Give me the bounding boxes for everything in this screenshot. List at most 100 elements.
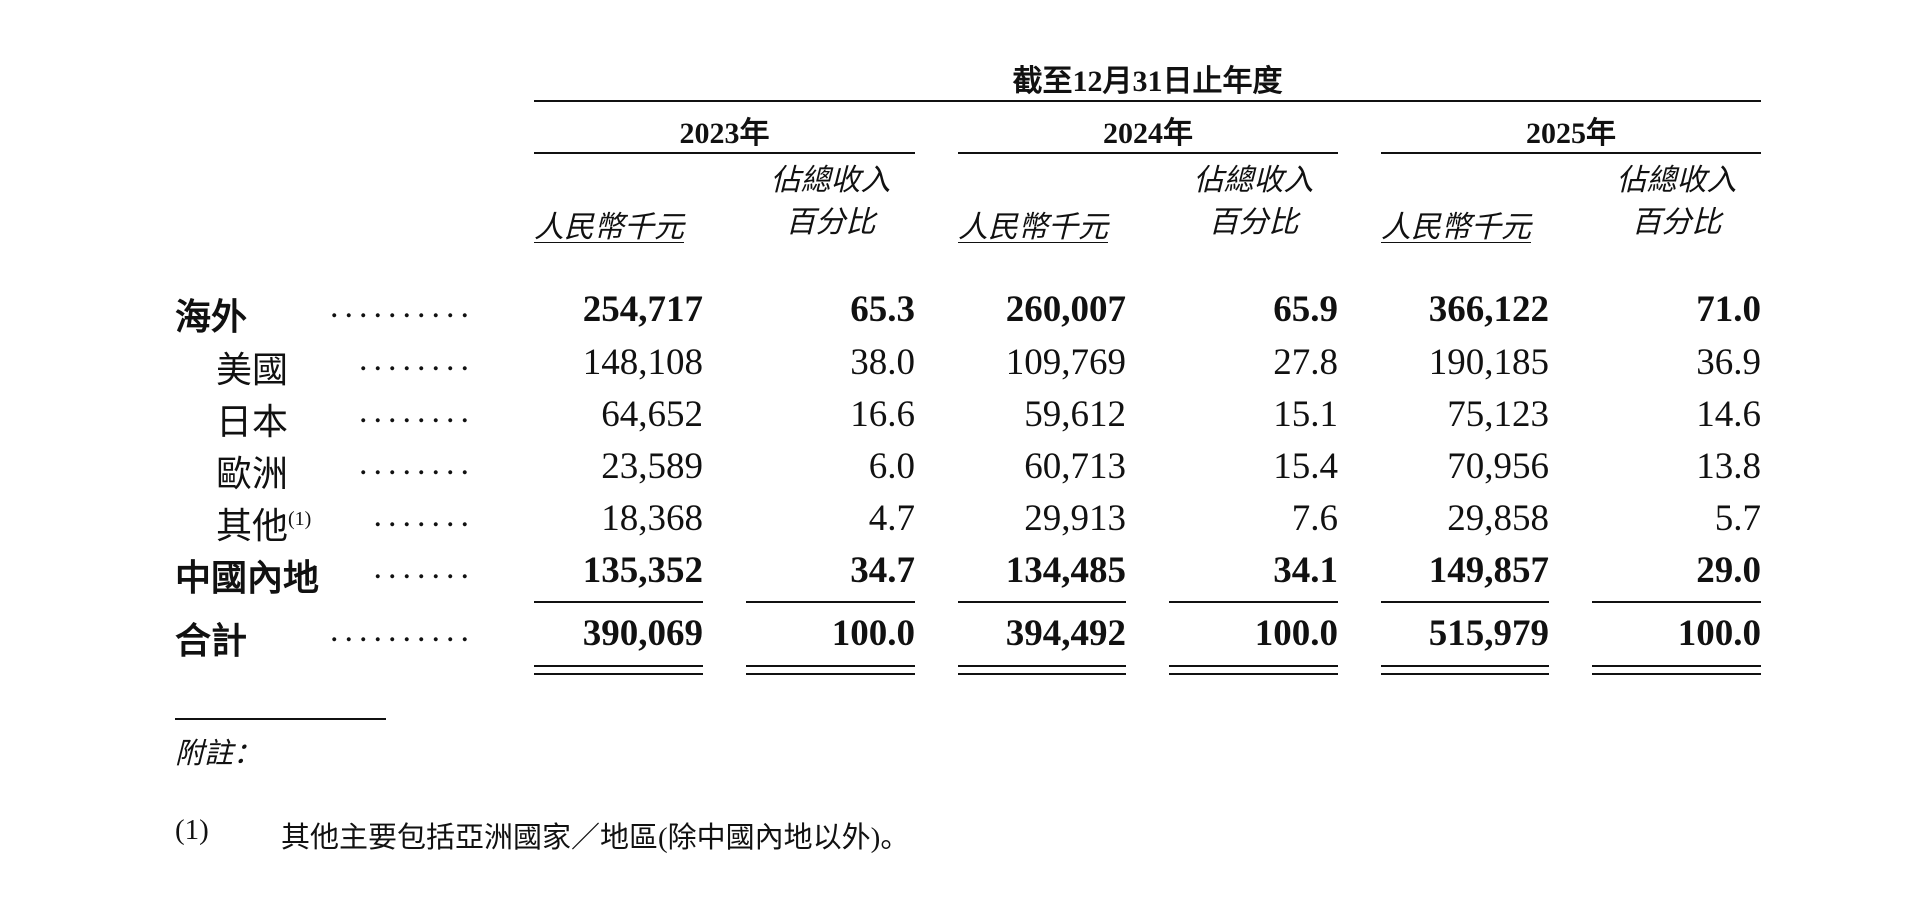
pct-header-line2: 百分比 (1631, 206, 1722, 239)
row-label-text: 美國 (216, 350, 289, 390)
subtotal-rule (746, 601, 915, 603)
table-row: 其他(1)....... 18,368 4.7 29,913 7.6 29,858 5.7 (0, 497, 1924, 549)
subtotal-rule (534, 601, 703, 603)
total-double-rule (1169, 673, 1338, 675)
amount-header: 人民幣千元 (534, 211, 684, 244)
percentage-cell: 38.0 (850, 342, 915, 383)
leader-dots: ........ (359, 393, 475, 430)
amount-cell: 190,185 (1428, 342, 1549, 383)
percentage-cell: 29.0 (1696, 550, 1761, 591)
notes-heading: 附註： (175, 738, 263, 770)
total-double-rule (534, 673, 703, 675)
table-row: 合計.......... 390,069 100.0 394,492 100.0 515,… (0, 612, 1924, 664)
year-2023: 2023年 (679, 117, 770, 150)
row-label-text: 日本 (216, 402, 289, 442)
total-double-rule (958, 665, 1126, 667)
pct-header-line1: 佔總收入 (1616, 164, 1737, 197)
row-label-text: 合計 (175, 621, 248, 661)
amount-cell: 515,979 (1428, 613, 1549, 654)
subtotal-rule (1169, 601, 1338, 603)
pct-header-line2: 百分比 (1208, 206, 1299, 239)
amount-cell: 59,612 (1024, 394, 1126, 435)
percentage-cell: 15.1 (1273, 394, 1338, 435)
row-label-text: 海外 (175, 297, 248, 337)
year-rule (1381, 152, 1761, 154)
percentage-cell: 34.7 (850, 550, 915, 591)
amount-cell: 18,368 (601, 498, 703, 539)
percentage-cell: 71.0 (1696, 289, 1761, 330)
row-label: 海外 (175, 288, 247, 340)
total-double-rule (1592, 673, 1761, 675)
amount-cell: 148,108 (582, 342, 703, 383)
total-double-rule (1381, 673, 1549, 675)
table-row: 海外.......... 254,717 65.3 260,007 65.9 366,12… (0, 288, 1924, 340)
percentage-cell: 65.3 (850, 289, 915, 330)
table-row: 歐洲........ 23,589 6.0 60,713 15.4 70,956 13.8 (0, 445, 1924, 497)
leader-dots: ........ (359, 341, 475, 378)
table-row: 美國........ 148,108 38.0 109,769 27.8 190,185 3… (0, 341, 1924, 393)
row-label-text: 歐洲 (216, 454, 289, 494)
row-label: 其他(1) (216, 497, 311, 549)
amount-cell: 29,913 (1024, 498, 1126, 539)
percentage-cell: 100.0 (831, 613, 915, 654)
amount-header: 人民幣千元 (958, 211, 1108, 244)
header-rule (534, 100, 1761, 102)
pct-header: 佔總收入 百分比 (1592, 160, 1761, 244)
percentage-cell: 34.1 (1273, 550, 1338, 591)
total-double-rule (1592, 665, 1761, 667)
row-label-text: 其他 (216, 506, 289, 546)
percentage-cell: 13.8 (1696, 446, 1761, 487)
percentage-cell: 4.7 (868, 498, 915, 539)
amount-cell: 75,123 (1447, 394, 1549, 435)
total-double-rule (746, 673, 915, 675)
table-row: 日本........ 64,652 16.6 59,612 15.1 75,123 14.6 (0, 393, 1924, 445)
amount-cell: 390,069 (582, 613, 703, 654)
percentage-cell: 36.9 (1696, 342, 1761, 383)
row-label-text: 中國內地 (175, 558, 320, 598)
subtotal-rule (958, 601, 1126, 603)
amount-cell: 134,485 (1005, 550, 1126, 591)
leader-dots: ....... (373, 497, 475, 534)
row-label: 中國內地 (175, 549, 319, 601)
footnote-ref: (1) (288, 508, 312, 530)
percentage-cell: 65.9 (1273, 289, 1338, 330)
subtotal-rule (1381, 601, 1549, 603)
leader-dots: ....... (373, 549, 475, 586)
amount-header: 人民幣千元 (1381, 211, 1531, 244)
total-double-rule (1169, 665, 1338, 667)
amount-cell: 149,857 (1428, 550, 1549, 591)
percentage-cell: 27.8 (1273, 342, 1338, 383)
amount-cell: 135,352 (582, 550, 703, 591)
pct-header: 佔總收入 百分比 (1169, 160, 1338, 244)
amount-cell: 109,769 (1005, 342, 1126, 383)
percentage-cell: 14.6 (1696, 394, 1761, 435)
amount-cell: 260,007 (1005, 289, 1126, 330)
percentage-cell: 100.0 (1677, 613, 1761, 654)
amount-cell: 64,652 (601, 394, 703, 435)
pct-header-line2: 百分比 (785, 206, 876, 239)
leader-dots: .......... (330, 612, 475, 649)
total-double-rule (534, 665, 703, 667)
percentage-cell: 16.6 (850, 394, 915, 435)
amount-cell: 60,713 (1024, 446, 1126, 487)
amount-cell: 254,717 (582, 289, 703, 330)
year-2025: 2025年 (1526, 117, 1616, 150)
pct-header-line1: 佔總收入 (1193, 164, 1314, 197)
footnote-rule (175, 718, 386, 720)
leader-dots: .......... (330, 288, 475, 325)
amount-cell: 366,122 (1428, 289, 1549, 330)
period-title: 截至12月31日止年度 (1012, 65, 1283, 98)
percentage-cell: 7.6 (1291, 498, 1338, 539)
row-label: 歐洲 (216, 445, 288, 497)
percentage-cell: 6.0 (868, 446, 915, 487)
total-double-rule (1381, 665, 1549, 667)
pct-header: 佔總收入 百分比 (746, 160, 915, 244)
amount-cell: 70,956 (1447, 446, 1549, 487)
footnote-text: 其他主要包括亞洲國家／地區(除中國內地以外)。 (281, 822, 910, 854)
percentage-cell: 5.7 (1714, 498, 1761, 539)
subtotal-rule (1592, 601, 1761, 603)
year-rule (534, 152, 915, 154)
leader-dots: ........ (359, 445, 475, 482)
pct-header-line1: 佔總收入 (770, 164, 891, 197)
percentage-cell: 15.4 (1273, 446, 1338, 487)
